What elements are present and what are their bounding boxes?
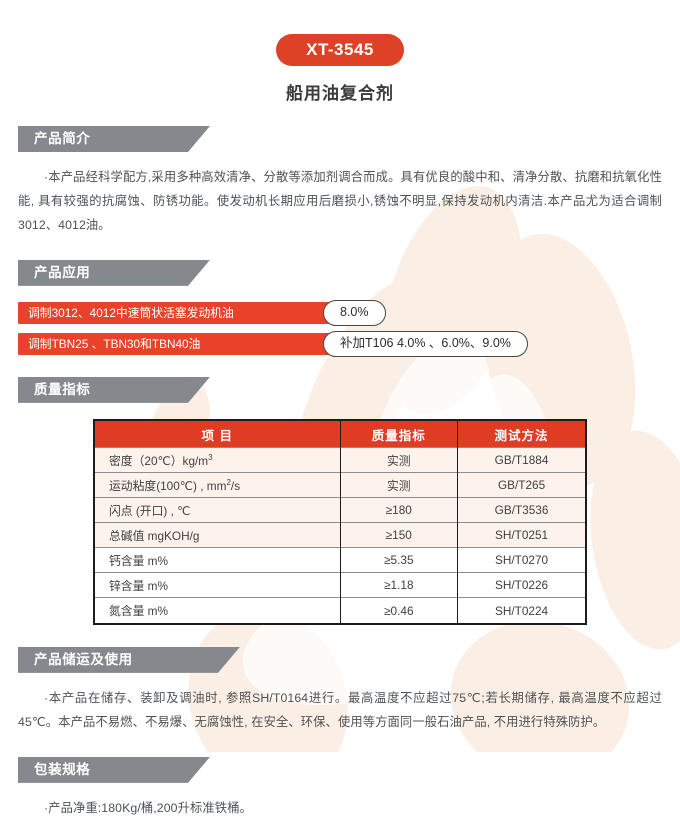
application-bar <box>18 332 348 355</box>
cell-item: 钙含量 m% <box>95 547 341 573</box>
application-dosage-pill: 补加T106 4.0% 、6.0%、9.0% <box>323 330 528 357</box>
section-title-quality: 质量指标 <box>34 381 91 397</box>
cell-method: SH/T0270 <box>457 547 585 573</box>
table-body: 密度（20℃）kg/m3 实测 GB/T1884 运动粘度(100℃) , mm2/s… <box>95 447 585 623</box>
table-row: 运动粘度(100℃) , mm2/s 实测 GB/T265 <box>95 472 585 498</box>
application-bar <box>18 301 348 324</box>
application-row: 调制3012、4012中速筒状活塞发动机油 8.0% <box>18 299 662 326</box>
cell-item: 运动粘度(100℃) , mm2/s <box>95 472 341 498</box>
application-label: 调制TBN25 、TBN30和TBN40油 <box>28 336 201 351</box>
cell-method: GB/T3536 <box>457 497 585 523</box>
table-row: 锌含量 m% ≥1.18 SH/T0226 <box>95 572 585 598</box>
product-code-badge: XT-3545 <box>276 34 404 66</box>
application-row: 调制TBN25 、TBN30和TBN40油 补加T106 4.0% 、6.0%、… <box>18 330 662 357</box>
cell-method: GB/T1884 <box>457 447 585 473</box>
cell-method: SH/T0226 <box>457 572 585 598</box>
application-label: 调制3012、4012中速筒状活塞发动机油 <box>28 305 234 320</box>
table-row: 总碱值 mgKOH/g ≥150 SH/T0251 <box>95 522 585 548</box>
storage-paragraph: ·本产品在储存、装卸及调油时, 参照SH/T0164进行。最高温度不应超过75℃… <box>18 690 662 729</box>
cell-spec: 实测 <box>340 472 459 498</box>
section-header-storage: 产品储运及使用 <box>18 647 240 673</box>
section-header-quality: 质量指标 <box>18 377 210 403</box>
section-header-intro: 产品简介 <box>18 126 210 152</box>
quality-table: 项 目 质量指标 测试方法 密度（20℃）kg/m3 实测 GB/T1884 运动粘度… <box>95 420 585 623</box>
intro-paragraph: ·本产品经科学配方,采用多种高效清净、分散等添加剂调合而成。具有优良的酸中和、清… <box>18 170 662 232</box>
cell-method: SH/T0224 <box>457 597 585 623</box>
cell-spec: ≥150 <box>340 522 459 548</box>
column-header-method: 测试方法 <box>457 420 585 448</box>
cell-spec: 实测 <box>340 447 459 473</box>
section-title-storage: 产品储运及使用 <box>34 651 133 667</box>
page-header: XT-3545 船用油复合剂 <box>18 0 662 104</box>
cell-item: 总碱值 mgKOH/g <box>95 522 341 548</box>
cell-method: SH/T0251 <box>457 522 585 548</box>
application-list: 调制3012、4012中速筒状活塞发动机油 8.0% 调制TBN25 、TBN3… <box>18 299 662 357</box>
section-title-packaging: 包装规格 <box>34 761 91 777</box>
cell-spec: ≥1.18 <box>340 572 459 598</box>
section-header-packaging: 包装规格 <box>18 757 210 783</box>
packaging-paragraph: ·产品净重:180Kg/桶,200升标准铁桶。 <box>44 800 252 815</box>
section-title-application: 产品应用 <box>34 264 91 280</box>
cell-item: 锌含量 m% <box>95 572 341 598</box>
cell-spec: ≥0.46 <box>340 597 459 623</box>
table-row: 钙含量 m% ≥5.35 SH/T0270 <box>95 547 585 573</box>
cell-method: GB/T265 <box>457 472 585 498</box>
cell-item: 氮含量 m% <box>95 597 341 623</box>
column-header-item: 项 目 <box>95 420 341 448</box>
table-row: 氮含量 m% ≥0.46 SH/T0224 <box>95 597 585 623</box>
application-dosage-pill: 8.0% <box>323 299 386 326</box>
table-row: 密度（20℃）kg/m3 实测 GB/T1884 <box>95 447 585 473</box>
cell-spec: ≥180 <box>340 497 459 523</box>
quality-table-wrapper: 项 目 质量指标 测试方法 密度（20℃）kg/m3 实测 GB/T1884 运动粘度… <box>93 418 587 625</box>
banner-shape <box>18 126 210 152</box>
table-row: 闪点 (开口) , ℃ ≥180 GB/T3536 <box>95 497 585 523</box>
table-header-row: 项 目 质量指标 测试方法 <box>95 420 585 448</box>
section-header-application: 产品应用 <box>18 260 210 286</box>
cell-item: 密度（20℃）kg/m3 <box>95 447 341 473</box>
cell-item: 闪点 (开口) , ℃ <box>95 497 341 523</box>
cell-spec: ≥5.35 <box>340 547 459 573</box>
table-head: 项 目 质量指标 测试方法 <box>95 420 585 448</box>
product-datasheet-page: XT-3545 船用油复合剂 产品简介 ·本产品经科学配方,采用多种高效清净、分… <box>18 0 662 815</box>
section-title-intro: 产品简介 <box>34 131 91 146</box>
column-header-spec: 质量指标 <box>340 420 459 448</box>
page-title: 船用油复合剂 <box>286 84 394 103</box>
banner-shape <box>18 260 210 286</box>
